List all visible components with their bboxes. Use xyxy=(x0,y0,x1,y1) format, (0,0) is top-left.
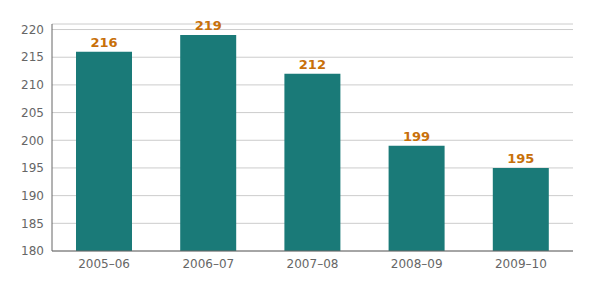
svg-text:199: 199 xyxy=(403,129,430,144)
svg-text:212: 212 xyxy=(299,57,326,72)
svg-text:2009–10: 2009–10 xyxy=(495,257,547,271)
svg-text:195: 195 xyxy=(21,161,44,175)
svg-text:2007–08: 2007–08 xyxy=(287,257,339,271)
svg-text:2006–07: 2006–07 xyxy=(182,257,234,271)
svg-text:200: 200 xyxy=(21,134,44,148)
svg-text:220: 220 xyxy=(21,23,44,37)
svg-text:180: 180 xyxy=(21,244,44,258)
svg-text:210: 210 xyxy=(21,78,44,92)
svg-text:216: 216 xyxy=(90,35,117,50)
svg-text:2005–06: 2005–06 xyxy=(78,257,130,271)
svg-text:195: 195 xyxy=(507,151,534,166)
svg-text:190: 190 xyxy=(21,189,44,203)
svg-text:205: 205 xyxy=(21,106,44,120)
svg-text:185: 185 xyxy=(21,217,44,231)
svg-text:215: 215 xyxy=(21,50,44,64)
svg-text:219: 219 xyxy=(195,18,222,33)
svg-text:2008–09: 2008–09 xyxy=(391,257,443,271)
